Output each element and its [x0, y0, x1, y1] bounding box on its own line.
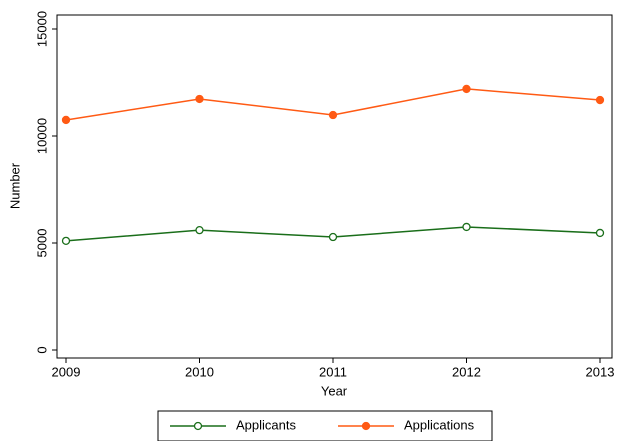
y-axis-label: Number: [7, 162, 22, 209]
point: [195, 226, 204, 235]
legend-label: Applicants: [236, 417, 296, 432]
y-tick-label: 15000: [34, 11, 49, 47]
point: [595, 95, 605, 105]
point: [595, 228, 605, 238]
y-tick-label: 0: [34, 346, 49, 353]
point: [328, 110, 338, 120]
point: [61, 115, 71, 125]
legend-label: Applications: [404, 417, 475, 432]
point: [195, 94, 204, 104]
x-tick-label: 2013: [586, 364, 615, 379]
x-tick-label: 2010: [185, 364, 214, 379]
x-tick-label: 2012: [452, 364, 481, 379]
x-tick-label: 2009: [52, 364, 81, 379]
point: [61, 236, 71, 246]
x-axis-label: Year: [321, 383, 348, 398]
y-tick-label: 5000: [34, 229, 49, 258]
plot-frame: [56, 14, 613, 359]
point: [328, 232, 338, 242]
point: [462, 84, 471, 94]
legend-marker: [361, 421, 371, 431]
x-tick-label: 2011: [319, 364, 347, 379]
legend-marker: [193, 421, 203, 431]
y-tick-label: 10000: [34, 118, 49, 154]
point: [462, 222, 471, 232]
